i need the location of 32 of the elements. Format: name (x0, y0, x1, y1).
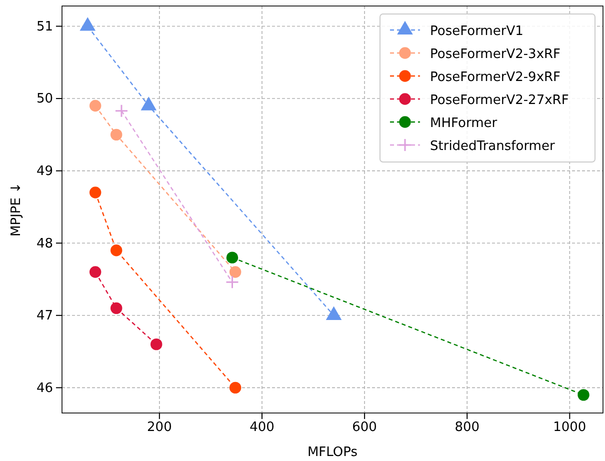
point (226, 252, 238, 264)
y-axis-title: MPJPE ↓ (9, 182, 24, 236)
point (110, 244, 122, 256)
point (89, 186, 102, 198)
y-tick-label: 49 (36, 164, 53, 179)
point (229, 266, 242, 278)
x-tick-label: 400 (250, 420, 274, 436)
legend-label: PoseFormerV1 (430, 24, 524, 39)
point (89, 266, 102, 278)
legend-label: StridedTransformer (430, 139, 556, 154)
point (89, 100, 102, 112)
x-tick-label: 1000 (553, 420, 586, 436)
point (114, 104, 128, 118)
y-tick-label: 47 (36, 308, 53, 324)
legend-label: PoseFormerV2-27xRF (430, 93, 569, 108)
point (226, 275, 239, 289)
y-tick-label: 46 (36, 380, 53, 396)
point (150, 338, 162, 350)
x-tick-label: 800 (454, 420, 480, 436)
y-tick-label: 50 (36, 92, 53, 107)
x-tick-label: 600 (352, 420, 377, 436)
legend-label: PoseFormerV2-9xRF (430, 70, 561, 85)
legend-label: PoseFormerV2-3xRF (430, 47, 561, 62)
x-tick-label: 200 (147, 420, 172, 436)
y-tick-label: 48 (36, 236, 53, 252)
point (110, 128, 122, 141)
point (578, 389, 590, 401)
legend-label: MHFormer (430, 116, 498, 131)
y-tick-label: 51 (36, 19, 53, 34)
point (110, 302, 122, 314)
x-axis-title: MFLOPs (307, 445, 358, 460)
point (229, 382, 242, 394)
